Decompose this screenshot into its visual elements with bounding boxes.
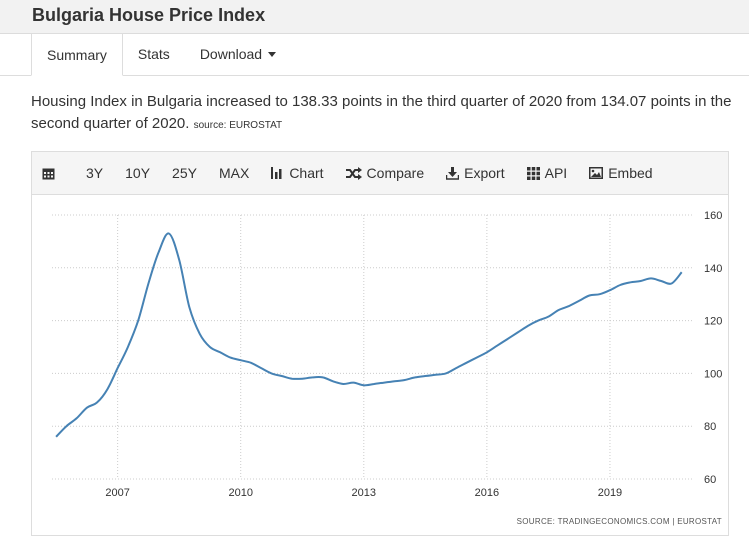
x-tick-label: 2013 <box>352 487 376 499</box>
tab-bar: Summary Stats Download <box>0 33 749 76</box>
series-line <box>55 232 683 438</box>
tab-download[interactable]: Download <box>185 33 291 75</box>
image-icon <box>589 167 604 179</box>
range-25y-button[interactable]: 25Y <box>172 165 197 181</box>
y-tick-label: 140 <box>704 263 722 275</box>
chart-type-button[interactable]: Chart <box>271 165 324 181</box>
compare-button[interactable]: Compare <box>345 165 425 181</box>
calendar-icon <box>42 168 55 179</box>
api-button[interactable]: API <box>526 165 568 181</box>
tab-summary[interactable]: Summary <box>31 33 123 76</box>
description-source: source: EUROSTAT <box>193 120 283 131</box>
bar-chart-icon <box>271 167 282 179</box>
tab-download-label: Download <box>199 46 263 62</box>
api-label: API <box>544 165 568 181</box>
y-tick-label: 100 <box>704 368 722 380</box>
download-icon <box>446 166 460 180</box>
chart-toolbar: 3Y 10Y 25Y MAX Chart Compare <box>32 152 728 195</box>
x-tick-label: 2010 <box>228 487 252 499</box>
description: Housing Index in Bulgaria increased to 1… <box>31 91 736 137</box>
x-tick-label: 2016 <box>475 487 499 499</box>
shuffle-icon <box>345 166 362 180</box>
y-tick-label: 60 <box>704 474 716 486</box>
compare-label: Compare <box>366 165 425 181</box>
title-bar: Bulgaria House Price Index <box>0 0 749 34</box>
range-10y-button[interactable]: 10Y <box>125 165 151 181</box>
grid-icon <box>526 166 540 180</box>
x-tick-label: 2019 <box>598 487 622 499</box>
export-label: Export <box>464 165 505 181</box>
page-title: Bulgaria House Price Index <box>32 5 266 25</box>
description-text: Housing Index in Bulgaria increased to 1… <box>31 93 732 132</box>
y-tick-label: 160 <box>704 210 722 222</box>
line-chart: 60 80 100 120 140 160 2007 2010 2013 2016 2019 SOUR… <box>52 210 722 526</box>
range-3y-button[interactable]: 3Y <box>86 165 104 181</box>
embed-button[interactable]: Embed <box>589 165 653 181</box>
export-button[interactable]: Export <box>446 165 505 181</box>
chart-source-note: SOURCE: TRADINGECONOMICS.COM | EUROSTAT <box>517 517 722 526</box>
y-tick-label: 120 <box>704 316 722 328</box>
x-tick-label: 2007 <box>105 487 129 499</box>
calendar-button[interactable] <box>42 167 60 180</box>
chart-type-label: Chart <box>289 165 324 181</box>
caret-down-icon <box>268 51 277 57</box>
tab-stats[interactable]: Stats <box>137 46 170 62</box>
embed-label: Embed <box>608 165 653 181</box>
y-tick-label: 80 <box>704 421 716 433</box>
range-max-button[interactable]: MAX <box>218 165 250 181</box>
chart-panel: 3Y 10Y 25Y MAX Chart Compare <box>31 151 729 536</box>
